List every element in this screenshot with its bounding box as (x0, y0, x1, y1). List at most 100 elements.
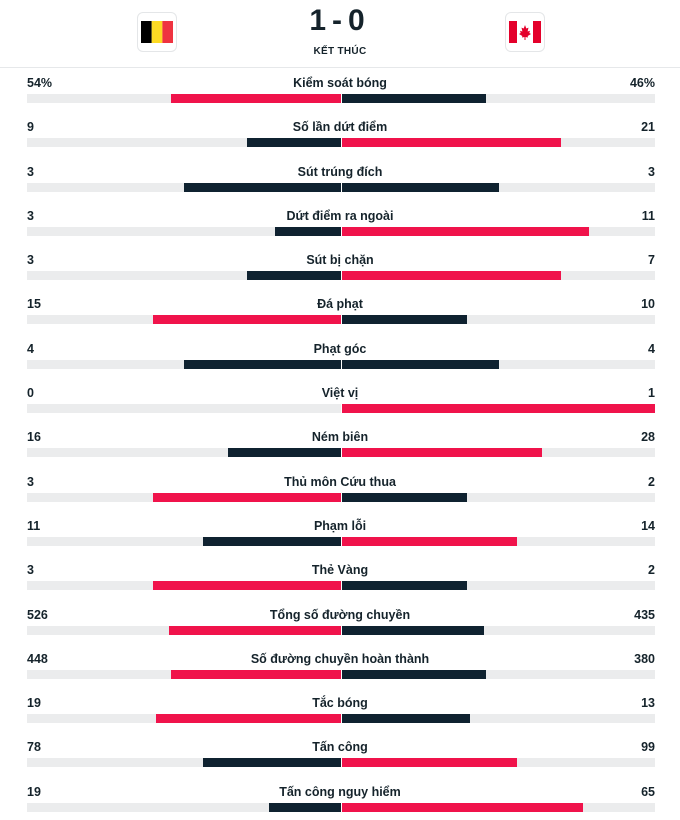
away-stat-bar (342, 94, 486, 103)
away-stat-bar-track (342, 138, 655, 148)
stat-row: 4 Phạt góc 4 (0, 333, 680, 377)
stat-row: 3 Sút trúng đích 3 (0, 156, 680, 200)
home-stat-bar-track (27, 802, 341, 812)
stat-label: Ném biên (311, 430, 369, 445)
home-stat-bar-track (27, 714, 341, 724)
stat-row: 3 Thủ môn Cứu thua 2 (0, 466, 680, 510)
stat-row: 54% Kiểm soát bóng 46% (0, 67, 680, 111)
home-stat-value: 19 (27, 784, 41, 799)
away-stat-bar (342, 271, 562, 281)
home-stat-value: 3 (27, 474, 34, 489)
away-stat-value: 380 (634, 651, 655, 666)
home-stat-value: 3 (27, 253, 34, 268)
away-stat-bar (342, 448, 543, 458)
away-team-flag[interactable] (505, 12, 545, 52)
away-stat-bar (342, 138, 562, 148)
home-stat-value: 526 (27, 607, 48, 622)
stat-row: 78 Tấn công 99 (0, 731, 680, 775)
stat-row: 3 Dứt điểm ra ngoài 11 (0, 200, 680, 244)
away-stat-bar (342, 581, 468, 591)
away-stat-bar-track (342, 669, 655, 679)
home-stat-bar-track (27, 581, 341, 591)
away-stat-bar-track (342, 625, 655, 635)
canada-flag-icon (509, 21, 541, 43)
stat-label: Sút trúng đích (297, 164, 383, 179)
away-stat-bar-track (342, 802, 655, 812)
away-stat-bar-track (342, 581, 655, 591)
home-stat-bar (227, 448, 341, 458)
home-stat-bar-track (27, 448, 341, 458)
away-stat-bar (342, 182, 499, 192)
away-stat-value: 2 (648, 474, 655, 489)
away-stat-value: 3 (648, 164, 655, 179)
home-stat-bar (184, 182, 341, 192)
stat-row: 526 Tổng số đường chuyền 435 (0, 599, 680, 643)
away-stat-value: 4 (648, 341, 655, 356)
home-stat-value: 448 (27, 651, 48, 666)
away-stat-value: 21 (641, 120, 655, 135)
away-stat-bar-track (342, 536, 655, 546)
home-stat-bar-track (27, 669, 341, 679)
stat-row: 19 Tấn công nguy hiểm 65 (0, 776, 680, 820)
away-stat-bar-track (342, 758, 655, 768)
home-stat-value: 78 (27, 740, 41, 755)
away-stat-bar (342, 359, 499, 369)
home-stat-bar-track (27, 758, 341, 768)
home-stat-value: 3 (27, 208, 34, 223)
home-stat-value: 11 (27, 518, 41, 533)
home-stat-bar-track (27, 359, 341, 369)
away-stat-bar (342, 315, 468, 325)
home-stat-bar-track (27, 226, 341, 236)
home-team-flag[interactable] (137, 12, 177, 52)
belgium-flag-icon (141, 21, 173, 43)
away-stat-value: 435 (634, 607, 655, 622)
home-stat-bar (246, 138, 341, 148)
away-stat-value: 46% (629, 76, 655, 90)
home-stat-bar (171, 94, 341, 103)
stat-label: Số đường chuyền hoàn thành (250, 651, 430, 666)
stat-label: Sút bị chặn (306, 253, 374, 268)
home-stat-bar (268, 802, 341, 812)
away-stat-bar (342, 492, 468, 502)
home-stat-value: 3 (27, 563, 34, 578)
home-stat-value: 54% (27, 76, 53, 90)
home-stat-value: 4 (27, 341, 34, 356)
away-stat-bar (342, 625, 484, 635)
match-status: KẾT THÚC (313, 46, 367, 57)
away-stat-value: 10 (641, 297, 655, 312)
stat-label: Tấn công nguy hiểm (279, 784, 401, 799)
stat-row: 9 Số lần dứt điểm 21 (0, 111, 680, 155)
stat-row: 3 Thẻ Vàng 2 (0, 554, 680, 598)
away-stat-bar (342, 669, 486, 679)
stat-row: 19 Tắc bóng 13 (0, 687, 680, 731)
home-stat-value: 16 (27, 430, 41, 445)
away-stat-bar-track (342, 94, 655, 103)
home-stat-bar-track (27, 404, 341, 414)
home-stat-bar (155, 714, 341, 724)
stat-label: Số lần dứt điểm (292, 120, 388, 135)
stat-row: 15 Đá phạt 10 (0, 288, 680, 332)
away-stat-bar-track (342, 492, 655, 502)
away-stat-bar-track (342, 359, 655, 369)
away-stat-value: 28 (641, 430, 655, 445)
away-stat-bar (342, 404, 655, 414)
away-stat-bar-track (342, 226, 655, 236)
stat-label: Thẻ Vàng (311, 563, 369, 578)
away-stat-bar-track (342, 182, 655, 192)
home-stat-bar-track (27, 492, 341, 502)
home-stat-bar-track (27, 271, 341, 281)
home-stat-value: 0 (27, 386, 34, 401)
stat-label: Tấn công (312, 740, 368, 755)
away-stat-bar-track (342, 271, 655, 281)
home-stat-bar (202, 758, 341, 768)
away-stat-value: 7 (648, 253, 655, 268)
stat-row: 448 Số đường chuyền hoàn thành 380 (0, 643, 680, 687)
match-header: 1-0 KẾT THÚC (0, 0, 680, 68)
stat-label: Kiểm soát bóng (293, 76, 387, 90)
stat-row: 0 Việt vị 1 (0, 377, 680, 421)
home-stat-bar (202, 536, 341, 546)
away-stat-bar (342, 758, 518, 768)
stat-row: 11 Phạm lỗi 14 (0, 510, 680, 554)
away-stat-bar (342, 226, 590, 236)
home-stat-bar (171, 669, 341, 679)
